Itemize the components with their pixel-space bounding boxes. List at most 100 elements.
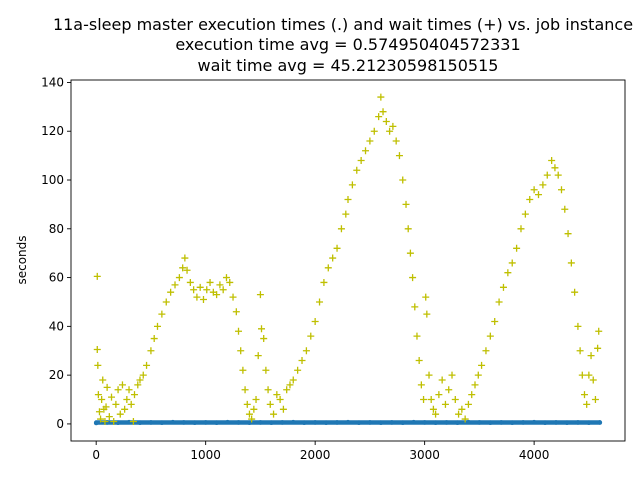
wait-time-point-2 bbox=[94, 361, 102, 369]
wait-time-point-120 bbox=[432, 410, 440, 418]
wait-time-point-1 bbox=[93, 346, 101, 354]
x-tick-label-1: 1000 bbox=[190, 448, 221, 462]
execution-time-point-28 bbox=[400, 420, 406, 426]
wait-time-point-104 bbox=[395, 152, 403, 160]
wait-time-point-39 bbox=[183, 266, 191, 274]
wait-time-point-34 bbox=[167, 288, 175, 296]
wait-time-point-31 bbox=[153, 322, 161, 330]
wait-time-point-49 bbox=[216, 281, 224, 289]
wait-time-point-9 bbox=[101, 417, 109, 425]
execution-time-point-22 bbox=[334, 420, 340, 425]
wait-time-point-144 bbox=[521, 210, 529, 218]
wait-time-point-53 bbox=[229, 293, 237, 301]
wait-time-point-7 bbox=[99, 376, 107, 384]
wait-time-point-4 bbox=[95, 408, 103, 416]
wait-time-point-105 bbox=[399, 176, 407, 184]
wait-time-point-140 bbox=[504, 269, 512, 277]
wait-time-point-35 bbox=[171, 281, 179, 289]
wait-time-point-114 bbox=[420, 396, 428, 404]
wait-time-point-73 bbox=[276, 396, 284, 404]
wait-time-point-13 bbox=[108, 393, 116, 401]
wait-time-point-95 bbox=[366, 137, 374, 145]
wait-time-point-103 bbox=[392, 137, 400, 145]
wait-time-point-14 bbox=[110, 417, 118, 425]
wait-time-point-37 bbox=[179, 264, 187, 272]
execution-time-point-11 bbox=[214, 420, 219, 426]
wait-time-point-27 bbox=[139, 371, 147, 379]
y-tick-label-7: 140 bbox=[41, 75, 64, 89]
wait-time-point-93 bbox=[357, 156, 365, 164]
wait-time-point-113 bbox=[417, 381, 425, 389]
wait-time-point-19 bbox=[121, 405, 129, 413]
execution-time-point-33 bbox=[455, 420, 460, 426]
wait-time-point-159 bbox=[576, 347, 584, 355]
wait-time-point-125 bbox=[448, 371, 456, 379]
wait-time-point-64 bbox=[254, 352, 262, 360]
wait-time-point-99 bbox=[379, 108, 387, 116]
wait-time-point-17 bbox=[116, 410, 124, 418]
wait-time-point-10 bbox=[102, 403, 110, 411]
y-tick-label-6: 120 bbox=[41, 124, 64, 138]
wait-time-point-58 bbox=[241, 386, 249, 394]
chart-title-line-1: 11a-sleep master execution times (.) and… bbox=[53, 15, 633, 34]
wait-time-point-167 bbox=[594, 344, 602, 352]
execution-time-point-3 bbox=[126, 419, 132, 425]
wait-time-point-111 bbox=[413, 332, 421, 340]
execution-time-point-4 bbox=[137, 420, 143, 426]
execution-time-point-14 bbox=[247, 420, 252, 426]
wait-time-point-153 bbox=[557, 186, 565, 194]
y-axis-label: seconds bbox=[15, 235, 29, 284]
wait-time-point-65 bbox=[256, 291, 264, 299]
wait-time-point-106 bbox=[402, 200, 410, 208]
wait-time-point-134 bbox=[478, 361, 486, 369]
wait-time-point-6 bbox=[98, 396, 106, 404]
plot-frame bbox=[70, 79, 626, 442]
wait-time-point-156 bbox=[567, 259, 575, 267]
wait-time-point-26 bbox=[136, 376, 144, 384]
wait-time-point-78 bbox=[294, 366, 302, 374]
execution-time-point-34 bbox=[466, 419, 471, 425]
x-tick-label-2: 2000 bbox=[300, 448, 331, 462]
execution-time-point-23 bbox=[345, 419, 351, 425]
wait-time-point-112 bbox=[415, 357, 423, 365]
wait-time-point-164 bbox=[587, 352, 595, 360]
wait-time-point-30 bbox=[150, 335, 158, 343]
y-tick-label-1: 20 bbox=[49, 368, 64, 382]
wait-time-point-74 bbox=[279, 405, 287, 413]
wait-time-point-100 bbox=[382, 117, 390, 125]
wait-time-point-87 bbox=[333, 244, 341, 252]
wait-time-point-90 bbox=[344, 196, 352, 204]
wait-time-point-121 bbox=[435, 391, 443, 399]
wait-time-point-18 bbox=[118, 381, 126, 389]
wait-time-point-116 bbox=[423, 310, 431, 318]
wait-time-point-82 bbox=[311, 317, 319, 325]
wait-time-point-12 bbox=[105, 413, 113, 421]
wait-time-point-127 bbox=[455, 410, 463, 418]
wait-time-point-92 bbox=[353, 166, 361, 174]
wait-time-point-141 bbox=[508, 259, 516, 267]
wait-time-point-23 bbox=[129, 417, 137, 425]
wait-time-point-131 bbox=[468, 391, 476, 399]
wait-time-point-52 bbox=[226, 278, 234, 286]
execution-time-point-35 bbox=[477, 420, 482, 425]
wait-time-point-81 bbox=[307, 332, 315, 340]
wait-time-point-56 bbox=[237, 347, 245, 355]
wait-time-point-21 bbox=[125, 386, 133, 394]
wait-time-point-96 bbox=[370, 127, 378, 135]
wait-time-point-142 bbox=[513, 244, 521, 252]
plot-area: 0 1000 2000 3000 4000 0 20 40 60 80 100 120 140 bbox=[41, 75, 626, 462]
wait-time-point-38 bbox=[181, 254, 189, 262]
wait-time-point-130 bbox=[464, 400, 472, 408]
wait-time-point-43 bbox=[196, 283, 204, 291]
y-tick-label-2: 40 bbox=[49, 319, 64, 333]
wait-time-point-152 bbox=[554, 171, 562, 179]
wait-time-point-72 bbox=[273, 391, 281, 399]
wait-time-point-107 bbox=[404, 225, 412, 233]
wait-time-point-5 bbox=[97, 415, 105, 423]
wait-time-point-80 bbox=[302, 347, 310, 355]
execution-time-point-26 bbox=[378, 420, 384, 426]
wait-time-point-71 bbox=[270, 410, 278, 418]
wait-time-point-98 bbox=[377, 93, 385, 101]
execution-time-point-24 bbox=[356, 420, 362, 426]
